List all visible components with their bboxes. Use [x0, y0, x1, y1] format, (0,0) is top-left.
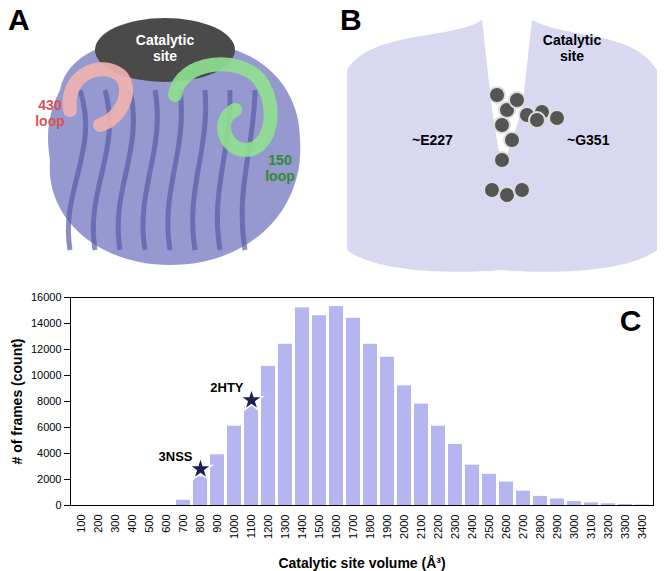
- svg-text:~G351: ~G351: [567, 132, 610, 148]
- svg-text:~E227: ~E227: [412, 132, 453, 148]
- svg-text:400: 400: [126, 515, 138, 533]
- svg-text:8000: 8000: [37, 395, 61, 407]
- svg-text:0: 0: [55, 499, 61, 511]
- svg-text:B: B: [340, 3, 362, 36]
- svg-text:2900: 2900: [551, 515, 563, 539]
- svg-text:# of frames (count): # of frames (count): [9, 338, 25, 464]
- svg-text:14000: 14000: [31, 317, 62, 329]
- svg-text:1900: 1900: [381, 515, 393, 539]
- svg-text:3NSS: 3NSS: [159, 449, 193, 464]
- svg-text:16000: 16000: [31, 291, 62, 303]
- svg-text:200: 200: [92, 515, 104, 533]
- svg-text:3100: 3100: [585, 515, 597, 539]
- svg-text:2600: 2600: [500, 515, 512, 539]
- svg-text:3400: 3400: [636, 515, 648, 539]
- svg-text:2200: 2200: [432, 515, 444, 539]
- svg-text:2100: 2100: [415, 515, 427, 539]
- svg-text:2300: 2300: [449, 515, 461, 539]
- svg-text:2800: 2800: [534, 515, 546, 539]
- svg-text:A: A: [8, 3, 30, 36]
- svg-text:1800: 1800: [364, 515, 376, 539]
- svg-text:1600: 1600: [330, 515, 342, 539]
- svg-text:600: 600: [160, 515, 172, 533]
- svg-text:1300: 1300: [279, 515, 291, 539]
- svg-text:500: 500: [143, 515, 155, 533]
- svg-text:2400: 2400: [466, 515, 478, 539]
- svg-text:700: 700: [177, 515, 189, 533]
- svg-text:2HTY: 2HTY: [210, 380, 244, 395]
- svg-text:3000: 3000: [568, 515, 580, 539]
- svg-text:12000: 12000: [31, 343, 62, 355]
- svg-text:300: 300: [109, 515, 121, 533]
- svg-text:C: C: [620, 304, 642, 337]
- svg-text:800: 800: [194, 515, 206, 533]
- svg-text:6000: 6000: [37, 421, 61, 433]
- svg-text:10000: 10000: [31, 369, 62, 381]
- svg-text:150loop: 150loop: [265, 152, 295, 184]
- svg-text:3200: 3200: [602, 515, 614, 539]
- svg-text:3300: 3300: [619, 515, 631, 539]
- svg-text:1400: 1400: [296, 515, 308, 539]
- svg-text:2000: 2000: [37, 473, 61, 485]
- svg-text:1000: 1000: [228, 515, 240, 539]
- svg-text:2000: 2000: [398, 515, 410, 539]
- svg-text:1100: 1100: [245, 515, 257, 539]
- svg-text:2700: 2700: [517, 515, 529, 539]
- svg-text:Catalytic site volume (Å³): Catalytic site volume (Å³): [278, 555, 445, 571]
- svg-text:430loop: 430loop: [35, 97, 65, 129]
- svg-text:1700: 1700: [347, 515, 359, 539]
- svg-text:900: 900: [211, 515, 223, 533]
- svg-text:1200: 1200: [262, 515, 274, 539]
- svg-text:4000: 4000: [37, 447, 61, 459]
- svg-text:2500: 2500: [483, 515, 495, 539]
- svg-text:1500: 1500: [313, 515, 325, 539]
- svg-text:Catalyticsite: Catalyticsite: [543, 32, 602, 64]
- svg-text:Catalyticsite: Catalyticsite: [136, 32, 195, 64]
- svg-text:100: 100: [75, 515, 87, 533]
